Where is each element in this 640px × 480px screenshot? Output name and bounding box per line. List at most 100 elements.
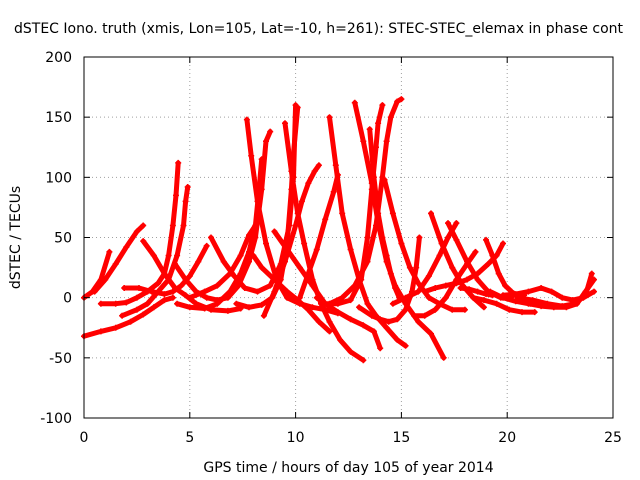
data-point	[413, 264, 420, 271]
data-point	[180, 222, 187, 229]
data-point	[195, 258, 202, 265]
data-point	[284, 288, 291, 295]
data-point	[258, 301, 265, 308]
data-point	[531, 309, 538, 316]
data-point	[231, 273, 238, 279]
data-point	[260, 312, 267, 319]
data-point	[394, 98, 401, 105]
data-point	[415, 280, 422, 287]
data-point	[375, 210, 382, 217]
data-point	[172, 261, 178, 267]
data-point	[214, 297, 221, 304]
data-point	[214, 282, 221, 289]
data-point	[123, 299, 130, 306]
data-point	[381, 176, 388, 183]
x-tick-label: 5	[185, 430, 194, 446]
data-point	[440, 354, 447, 361]
data-point	[502, 282, 509, 289]
data-point	[389, 210, 396, 217]
data-point	[392, 285, 399, 291]
data-point	[133, 228, 140, 235]
data-point	[288, 168, 295, 175]
data-point	[383, 324, 390, 331]
data-point	[252, 222, 259, 229]
data-point	[121, 285, 128, 291]
data-point	[559, 294, 566, 301]
data-point	[271, 228, 278, 235]
data-point	[500, 292, 506, 299]
data-point	[421, 312, 428, 319]
data-point	[402, 342, 409, 349]
data-point	[250, 252, 257, 259]
data-point	[485, 261, 492, 267]
data-point	[337, 336, 343, 343]
data-point	[514, 294, 521, 301]
data-point	[449, 306, 456, 313]
data-point	[326, 318, 333, 325]
data-point	[296, 264, 303, 271]
data-point	[140, 311, 147, 318]
data-point	[332, 162, 339, 169]
data-point	[559, 303, 566, 310]
data-point	[258, 264, 265, 271]
data-point	[237, 252, 244, 259]
data-point	[470, 294, 477, 301]
data-point	[313, 294, 320, 301]
data-point	[305, 306, 312, 313]
x-tick-label: 15	[392, 430, 410, 446]
y-tick-label: 100	[45, 170, 72, 186]
y-tick-labels: -100 -50 0 50 100 150 200	[40, 50, 72, 427]
data-point	[172, 285, 178, 291]
data-point	[347, 316, 354, 323]
data-point	[301, 240, 308, 247]
data-point	[368, 312, 375, 319]
data-point	[347, 297, 354, 304]
data-point	[370, 174, 377, 181]
data-point	[351, 282, 358, 289]
data-point	[474, 276, 481, 283]
data-point	[351, 99, 358, 106]
data-point	[112, 261, 119, 267]
data-point	[165, 252, 172, 259]
data-point	[453, 236, 460, 243]
data-point	[411, 312, 418, 319]
data-series-5	[119, 184, 191, 319]
data-point	[169, 294, 176, 301]
data-point	[406, 264, 413, 271]
x-tick-label: 10	[287, 430, 305, 446]
data-point	[178, 282, 185, 289]
data-point	[313, 246, 320, 253]
data-point	[591, 288, 597, 295]
data-point	[370, 328, 377, 335]
data-point	[483, 236, 489, 243]
data-point	[284, 246, 291, 253]
data-point	[415, 288, 422, 295]
data-point	[347, 348, 354, 355]
data-point	[544, 300, 551, 307]
data-point	[442, 294, 449, 301]
data-point	[174, 252, 181, 259]
data-point	[150, 252, 157, 259]
data-point	[282, 120, 288, 127]
data-point	[438, 240, 445, 247]
data-point	[398, 240, 405, 247]
data-point	[379, 102, 386, 109]
data-series-9	[172, 129, 273, 303]
data-point	[182, 198, 189, 205]
data-point	[436, 252, 443, 259]
data-point	[186, 304, 193, 311]
data-point	[106, 248, 113, 255]
data-point	[383, 252, 390, 259]
data-point	[298, 198, 305, 205]
data-point	[383, 138, 390, 145]
data-point	[182, 292, 189, 299]
data-point	[360, 357, 367, 364]
data-point	[133, 294, 140, 301]
x-tick-label: 25	[604, 430, 622, 446]
data-point	[136, 285, 142, 291]
data-point	[309, 282, 316, 289]
data-point	[360, 322, 367, 329]
data-point	[464, 258, 470, 265]
data-point	[326, 114, 333, 121]
data-point	[428, 210, 434, 217]
